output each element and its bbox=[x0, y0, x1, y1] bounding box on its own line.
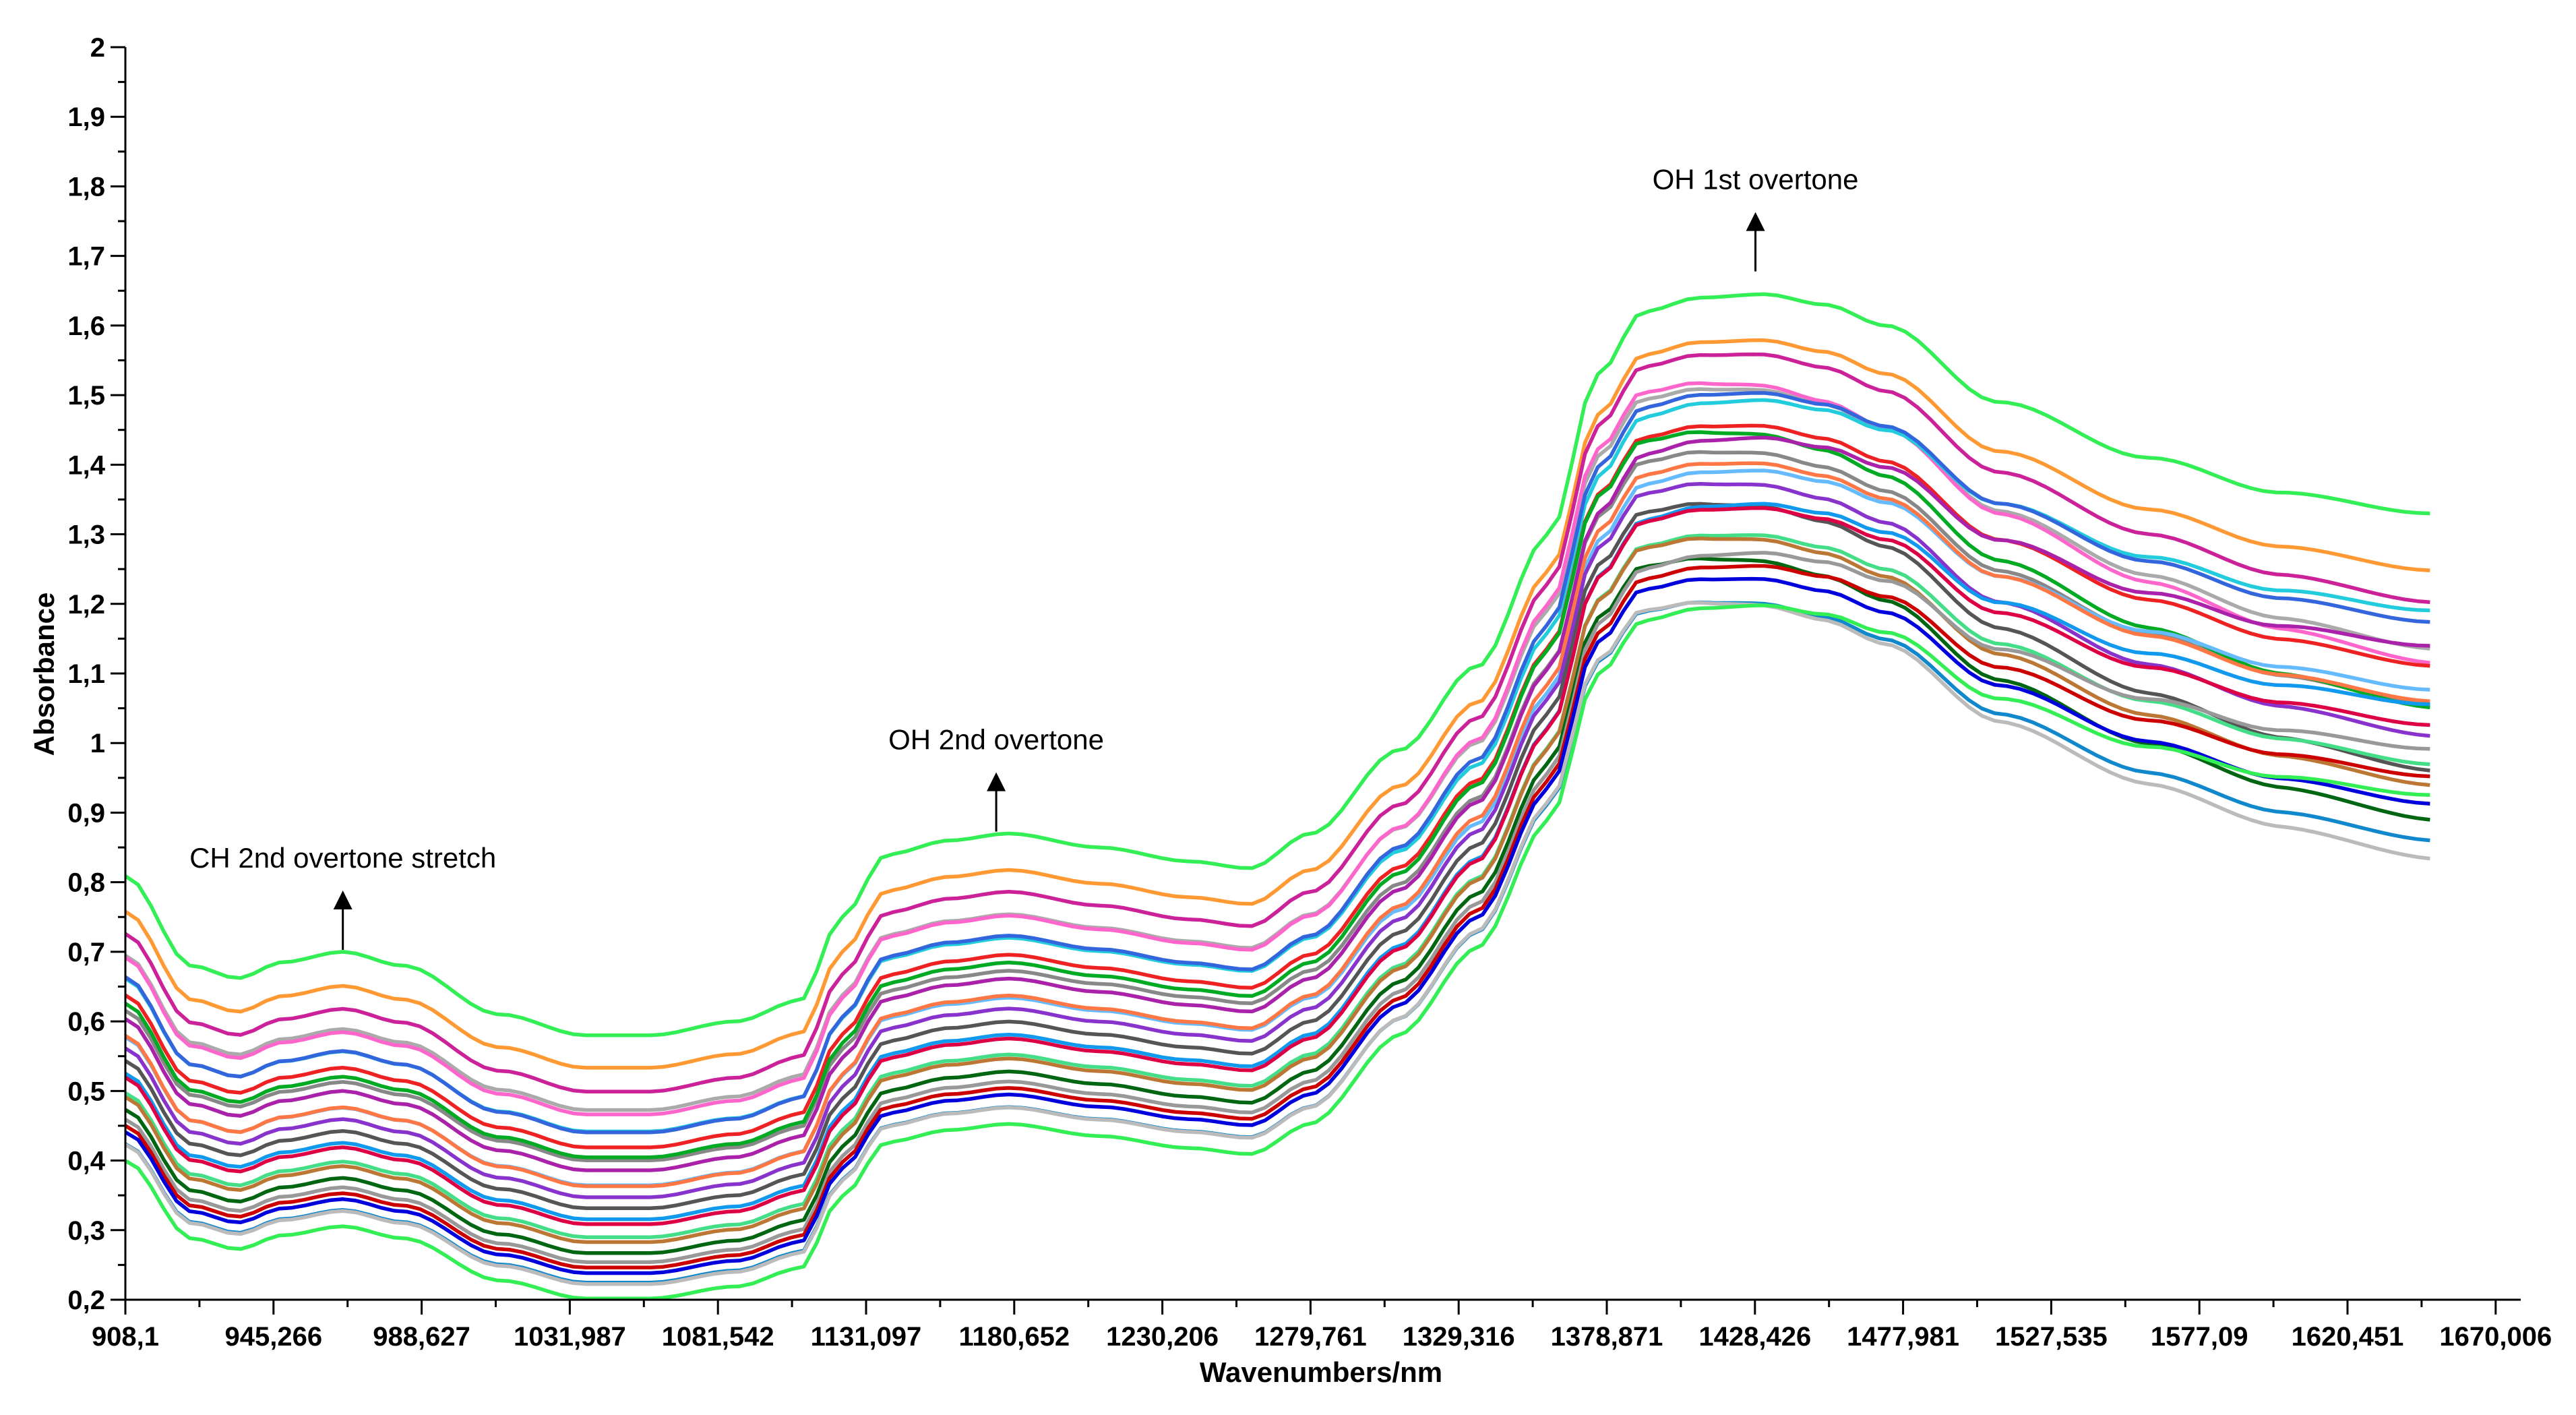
y-tick-label: 0,9 bbox=[67, 798, 105, 828]
spectrum-line-s18 bbox=[124, 533, 2430, 1239]
x-tick-label: 988,627 bbox=[373, 1322, 470, 1352]
spectrum-line-s26 bbox=[124, 603, 2430, 1300]
annotation-label: CH 2nd overtone stretch bbox=[189, 842, 496, 874]
x-tick-label: 1577,09 bbox=[2151, 1322, 2248, 1352]
spectrum-line-s11 bbox=[124, 435, 2430, 1172]
spectrum-line-s16 bbox=[124, 502, 2430, 1222]
y-ticks: 0,2 0,3 0,4 0,5 0,6 0,7 0,8 0,9 1 1,1 1,2 1,3 1,4 1,5… bbox=[67, 33, 125, 1315]
x-ticks: 908,1 945,266 988,627 1031,987 1081,542 1131,… bbox=[92, 1300, 2552, 1352]
spectrum-line-s14 bbox=[124, 481, 2430, 1199]
x-tick-label: 1230,206 bbox=[1106, 1322, 1219, 1352]
x-tick-label: 1527,535 bbox=[1995, 1322, 2108, 1352]
y-tick-label: 0,4 bbox=[67, 1147, 105, 1176]
axes-layer bbox=[124, 47, 2521, 1301]
y-tick-label: 1,2 bbox=[67, 590, 105, 620]
x-tick-label: 945,266 bbox=[225, 1322, 323, 1352]
y-tick-label: 0,3 bbox=[67, 1216, 105, 1246]
spectrum-line-s1 bbox=[124, 292, 2430, 1037]
spectrum-line-s25 bbox=[124, 601, 2430, 1286]
annotation-arrow-head bbox=[987, 772, 1006, 791]
spectrum-line-s23 bbox=[124, 576, 2430, 1275]
x-axis-title: Wavenumbers/nm bbox=[1200, 1356, 1442, 1388]
annotation-arrow-head bbox=[1746, 212, 1765, 231]
x-tick-label: 1378,871 bbox=[1551, 1322, 1663, 1352]
y-tick-label: 1,1 bbox=[67, 659, 105, 689]
x-tick-label: 1180,652 bbox=[958, 1322, 1070, 1352]
y-tick-label: 0,2 bbox=[67, 1286, 105, 1315]
x-tick-label: 1670,006 bbox=[2439, 1322, 2552, 1352]
spectrum-line-s5 bbox=[124, 381, 2430, 1116]
x-tick-label: 1279,761 bbox=[1254, 1322, 1367, 1352]
x-tick-label: 1428,426 bbox=[1698, 1322, 1811, 1352]
y-tick-label: 1,6 bbox=[67, 311, 105, 341]
x-tick-label: 1620,451 bbox=[2292, 1322, 2404, 1352]
spectrum-line-s3 bbox=[124, 352, 2430, 1093]
spectrum-line-s13 bbox=[124, 461, 2430, 1188]
spectrum-line-s2 bbox=[124, 338, 2430, 1070]
spectrum-line-s21 bbox=[124, 551, 2430, 1264]
y-tick-label: 1,3 bbox=[67, 520, 105, 550]
spectrum-line-s22 bbox=[124, 564, 2430, 1270]
y-tick-label: 0,5 bbox=[67, 1077, 105, 1106]
y-tick-label: 1,7 bbox=[67, 242, 105, 272]
y-tick-label: 1,5 bbox=[67, 381, 105, 411]
annotations: CH 2nd overtone stretch OH 2nd overtone OH… bbox=[189, 164, 1859, 951]
y-tick-label: 1,9 bbox=[67, 102, 105, 132]
x-tick-label: 1131,097 bbox=[811, 1322, 922, 1352]
x-tick-label: 1329,316 bbox=[1403, 1322, 1515, 1352]
annotation-label: OH 1st overtone bbox=[1653, 164, 1859, 195]
spectrum-line-s15 bbox=[124, 502, 2430, 1211]
y-tick-label: 1,4 bbox=[67, 450, 105, 480]
spectrum-line-s9 bbox=[124, 450, 2430, 1163]
y-axis-title: Absorbance bbox=[28, 593, 60, 756]
x-tick-label: 1031,987 bbox=[514, 1322, 626, 1352]
spectrum-line-s17 bbox=[124, 506, 2430, 1226]
y-tick-label: 2 bbox=[90, 33, 105, 63]
x-tick-label: 908,1 bbox=[92, 1322, 159, 1352]
annotation-label: OH 2nd overtone bbox=[888, 724, 1104, 756]
x-tick-label: 1081,542 bbox=[662, 1322, 774, 1352]
x-tick-label: 1477,981 bbox=[1847, 1322, 1959, 1352]
spectrum-line-s7 bbox=[124, 391, 2430, 1135]
series-layer bbox=[124, 292, 2430, 1300]
y-tick-label: 1 bbox=[90, 729, 105, 758]
y-tick-label: 0,8 bbox=[67, 868, 105, 898]
y-tick-label: 1,8 bbox=[67, 172, 105, 202]
y-tick-label: 0,6 bbox=[67, 1007, 105, 1037]
y-tick-label: 0,7 bbox=[67, 938, 105, 967]
spectrum-line-s10 bbox=[124, 430, 2430, 1160]
annotation-arrow-head bbox=[333, 891, 352, 910]
spectrum-line-s19 bbox=[124, 536, 2430, 1244]
spectrum-line-s20 bbox=[124, 556, 2430, 1255]
